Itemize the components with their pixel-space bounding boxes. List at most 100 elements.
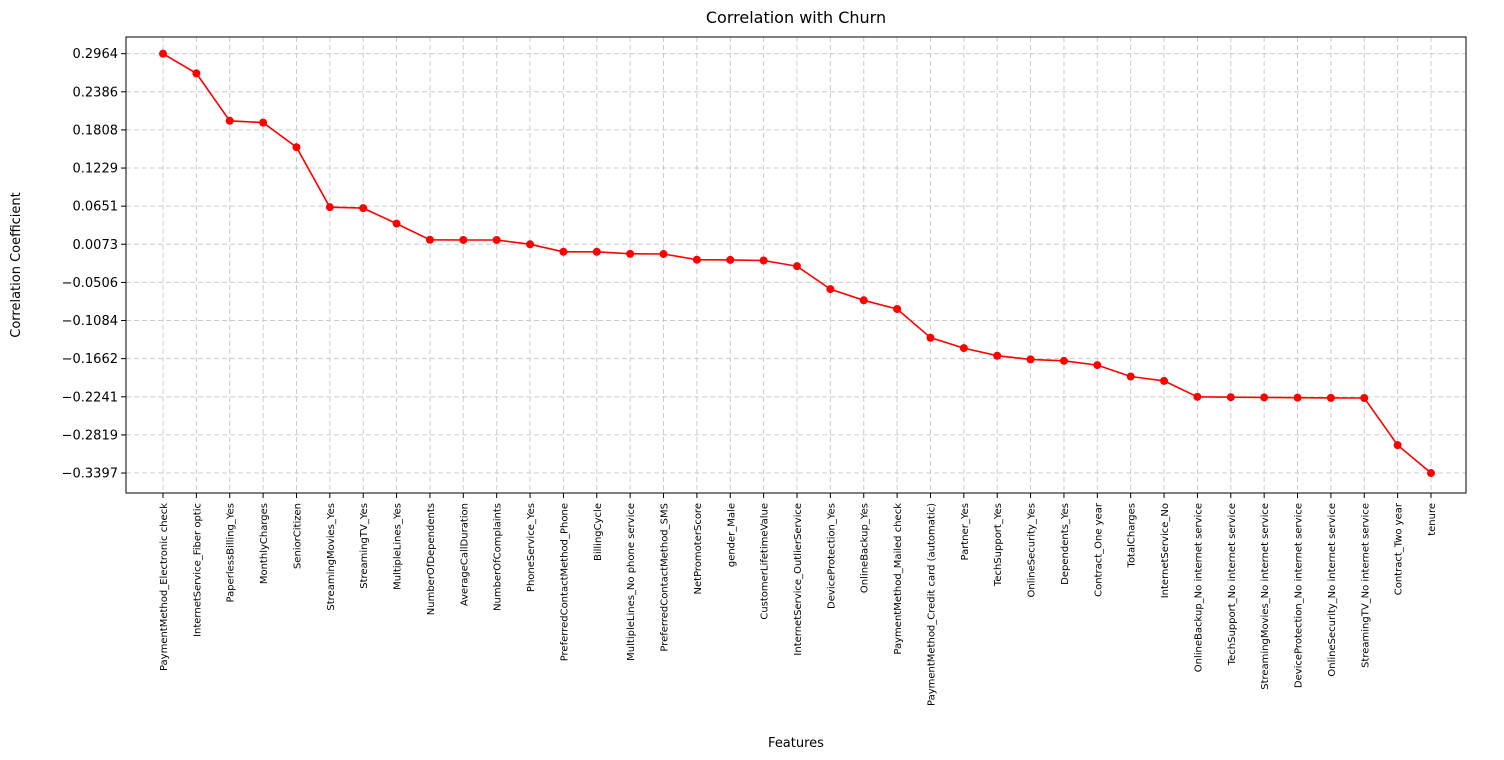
data-point (292, 143, 301, 152)
y-tick-label: 0.0651 (73, 200, 119, 215)
data-point (1427, 469, 1435, 478)
data-point (592, 247, 601, 256)
y-axis-title: Correlation Coefficient (9, 192, 24, 338)
data-point (1293, 393, 1302, 402)
x-tick-label: NumberOfComplaints (493, 503, 504, 611)
data-point (826, 285, 835, 294)
x-tick-label: MonthlyCharges (259, 503, 270, 584)
x-tick-label: PhoneService_Yes (526, 503, 537, 592)
data-point (492, 235, 501, 244)
x-tick-label: StreamingTV_Yes (359, 503, 370, 589)
y-tick-label: −0.1084 (62, 314, 118, 329)
data-point (192, 69, 201, 78)
data-point (359, 204, 368, 213)
data-point (859, 296, 868, 305)
x-tick-label: StreamingTV_No internet service (1360, 503, 1371, 668)
series-layer (159, 49, 1435, 478)
data-point (1093, 361, 1102, 370)
y-tick-label: −0.2241 (62, 390, 118, 405)
data-point (425, 235, 434, 244)
x-tick-label: InternetService_Fiber optic (192, 503, 203, 637)
data-point (1193, 392, 1202, 401)
x-tick-label: Dependents_Yes (1060, 503, 1071, 585)
data-point (325, 203, 334, 212)
x-tick-label: DeviceProtection_No internet service (1294, 503, 1305, 688)
x-tick-label: NumberOfDependents (426, 503, 437, 615)
data-point (1326, 393, 1335, 402)
x-tick-label: MultipleLines_No phone service (626, 503, 637, 661)
grid-layer (126, 37, 1466, 493)
x-tick-label: Partner_Yes (960, 503, 971, 561)
data-point (1160, 376, 1169, 385)
x-tick-label: OnlineSecurity_Yes (1027, 503, 1038, 597)
x-tick-label: InternetService_No (1160, 503, 1171, 598)
y-tick-label: 0.0073 (73, 238, 119, 253)
data-point (1360, 394, 1369, 403)
data-point (726, 255, 735, 264)
x-tick-label: PreferredContactMethod_Phone (559, 503, 570, 661)
x-tick-label: DeviceProtection_Yes (826, 503, 837, 609)
data-point (159, 49, 167, 58)
x-tick-label: MultipleLines_Yes (393, 503, 404, 590)
x-tick-label: NetPromoterScore (693, 503, 704, 594)
x-axis-title: Features (768, 736, 824, 751)
x-tick-label: PaymentMethod_Mailed check (893, 503, 904, 655)
data-point (559, 247, 568, 256)
x-tick-label: tenure (1427, 503, 1438, 536)
data-point (893, 305, 902, 314)
chart-title: Correlation with Churn (706, 8, 886, 27)
data-point (259, 118, 268, 127)
x-tick-label: BillingCycle (593, 503, 604, 561)
plot-area (125, 36, 1467, 494)
y-tick-label: −0.0506 (62, 276, 118, 291)
x-tick-label: StreamingMovies_No internet service (1260, 503, 1271, 690)
data-point (1226, 393, 1235, 402)
data-point (1059, 356, 1068, 365)
y-tick-label: 0.1808 (73, 123, 119, 138)
data-point (526, 240, 535, 249)
x-tick-label: TechSupport_No internet service (1227, 503, 1238, 666)
x-tick-label: OnlineSecurity_No internet service (1327, 503, 1338, 677)
y-tick-label: 0.1229 (73, 162, 119, 177)
data-point (759, 256, 768, 265)
y-axis: 0.2964 0.2386 0.1808 0.1229 0.0651 0.0073 −0.0… (62, 47, 126, 482)
x-tick-label: PaymentMethod_Credit card (automatic) (926, 503, 937, 706)
data-point (1393, 441, 1402, 450)
data-point (626, 249, 635, 258)
data-point (459, 235, 468, 244)
data-point (225, 116, 234, 125)
x-tick-label: InternetService_OutlierService (793, 503, 804, 656)
x-axis: PaymentMethod_Electronic check InternetSe… (159, 493, 1438, 706)
x-tick-label: Contract_One year (1093, 502, 1104, 597)
x-tick-label: PreferredContactMethod_SMS (660, 503, 671, 652)
y-tick-label: −0.3397 (62, 467, 118, 482)
x-tick-label: AverageCallDuration (459, 503, 470, 606)
data-point (392, 219, 401, 228)
data-point (959, 344, 968, 353)
x-tick-label: TechSupport_Yes (993, 503, 1004, 587)
data-point (1026, 355, 1035, 364)
data-point (926, 333, 935, 342)
x-tick-label: PaymentMethod_Electronic check (159, 503, 170, 671)
data-point (793, 262, 801, 271)
x-tick-label: PaperlessBilling_Yes (226, 503, 237, 602)
x-tick-label: SeniorCitizen (292, 503, 303, 569)
y-tick-label: −0.1662 (62, 352, 118, 367)
x-tick-label: StreamingMovies_Yes (326, 503, 337, 611)
data-point (1260, 393, 1269, 402)
data-point (692, 255, 701, 264)
data-point (993, 351, 1002, 360)
y-tick-label: −0.2819 (62, 428, 118, 443)
x-tick-label: OnlineBackup_Yes (860, 503, 871, 593)
x-tick-label: gender_Male (726, 503, 737, 567)
data-point (1126, 372, 1135, 381)
y-tick-label: 0.2964 (73, 47, 119, 62)
x-tick-label: Contract_Two year (1394, 502, 1405, 595)
data-point (659, 250, 668, 259)
x-tick-label: CustomerLifetimeValue (760, 503, 771, 620)
x-tick-label: TotalCharges (1127, 503, 1138, 568)
y-tick-label: 0.2386 (73, 85, 119, 100)
x-tick-label: OnlineBackup_No internet service (1193, 503, 1204, 672)
